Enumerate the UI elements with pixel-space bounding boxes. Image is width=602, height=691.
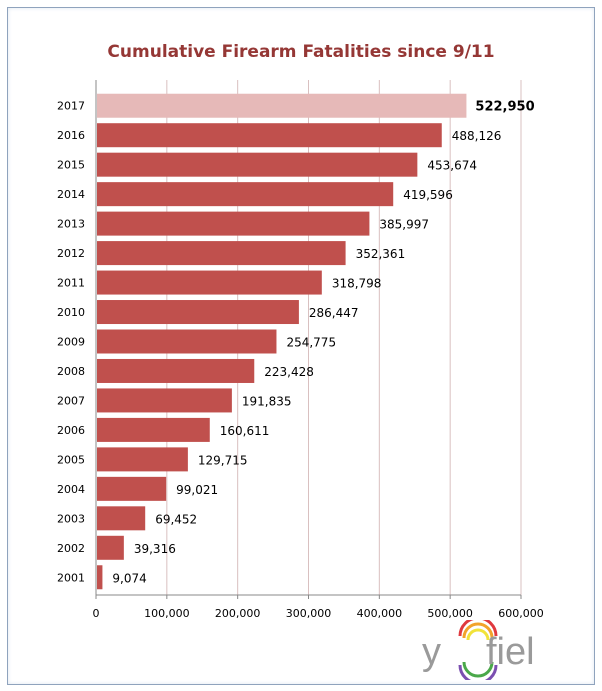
y-tick-label: 2017 [57,100,85,113]
data-label: 9,074 [112,571,146,585]
bar-2010 [97,300,299,325]
bar-2011 [97,270,322,295]
data-label: 129,715 [198,453,248,467]
data-label: 191,835 [242,394,292,408]
data-label: 223,428 [264,365,314,379]
data-label: 286,447 [309,306,359,320]
bar-2009 [97,329,277,354]
bar-2004 [97,476,167,501]
bar-2007 [97,388,232,413]
svg-text:fiel: fiel [486,631,535,673]
x-tick-label: 100,000 [144,607,190,620]
bar-2002 [97,535,124,560]
y-tick-label: 2002 [57,542,85,555]
bar-2008 [97,358,255,383]
data-label: 453,674 [427,159,477,173]
bar-2014 [97,182,394,207]
bar-2006 [97,417,210,442]
bar-2012 [97,241,346,266]
y-tick-label: 2009 [57,336,85,349]
y-tick-label: 2012 [57,247,85,260]
data-label: 318,798 [332,277,382,291]
data-label: 522,950 [475,100,534,115]
data-label: 39,316 [134,542,176,556]
y-tick-label: 2016 [57,129,85,142]
y-tick-label: 2014 [57,188,85,201]
data-label: 352,361 [356,247,406,261]
y-tick-label: 2015 [57,159,85,172]
y-tick-label: 2005 [57,453,85,466]
y-tick-label: 2010 [57,306,85,319]
bar-2003 [97,506,146,531]
bar-2016 [97,123,442,148]
bar-2005 [97,447,188,472]
x-tick-label: 400,000 [357,607,403,620]
bar-2013 [97,211,370,236]
y-tick-label: 2006 [57,424,85,437]
y-tick-label: 2003 [57,512,85,525]
y-tick-label: 2008 [57,365,85,378]
chart-title: Cumulative Firearm Fatalities since 9/11 [107,42,495,62]
x-tick-label: 600,000 [498,607,544,620]
data-label: 160,611 [220,424,270,438]
data-label: 254,775 [286,336,336,350]
y-tick-label: 2011 [57,277,85,290]
data-label: 69,452 [155,512,197,526]
x-tick-label: 300,000 [286,607,332,620]
data-label: 385,997 [379,218,429,232]
y-tick-label: 2007 [57,394,85,407]
y-tick-label: 2001 [57,571,85,584]
bar-2001 [97,565,103,590]
x-tick-label: 0 [93,607,100,620]
y-tick-label: 2004 [57,483,85,496]
x-tick-label: 500,000 [427,607,473,620]
svg-text:y: y [422,631,441,673]
data-label: 488,126 [452,129,502,143]
yofiel-logo: y o fiel [422,620,535,680]
bar-2015 [97,152,418,177]
bar-2017 [97,93,467,118]
y-tick-label: 2013 [57,218,85,231]
data-label: 419,596 [403,188,453,202]
data-label: 99,021 [176,483,218,497]
x-tick-label: 200,000 [215,607,261,620]
